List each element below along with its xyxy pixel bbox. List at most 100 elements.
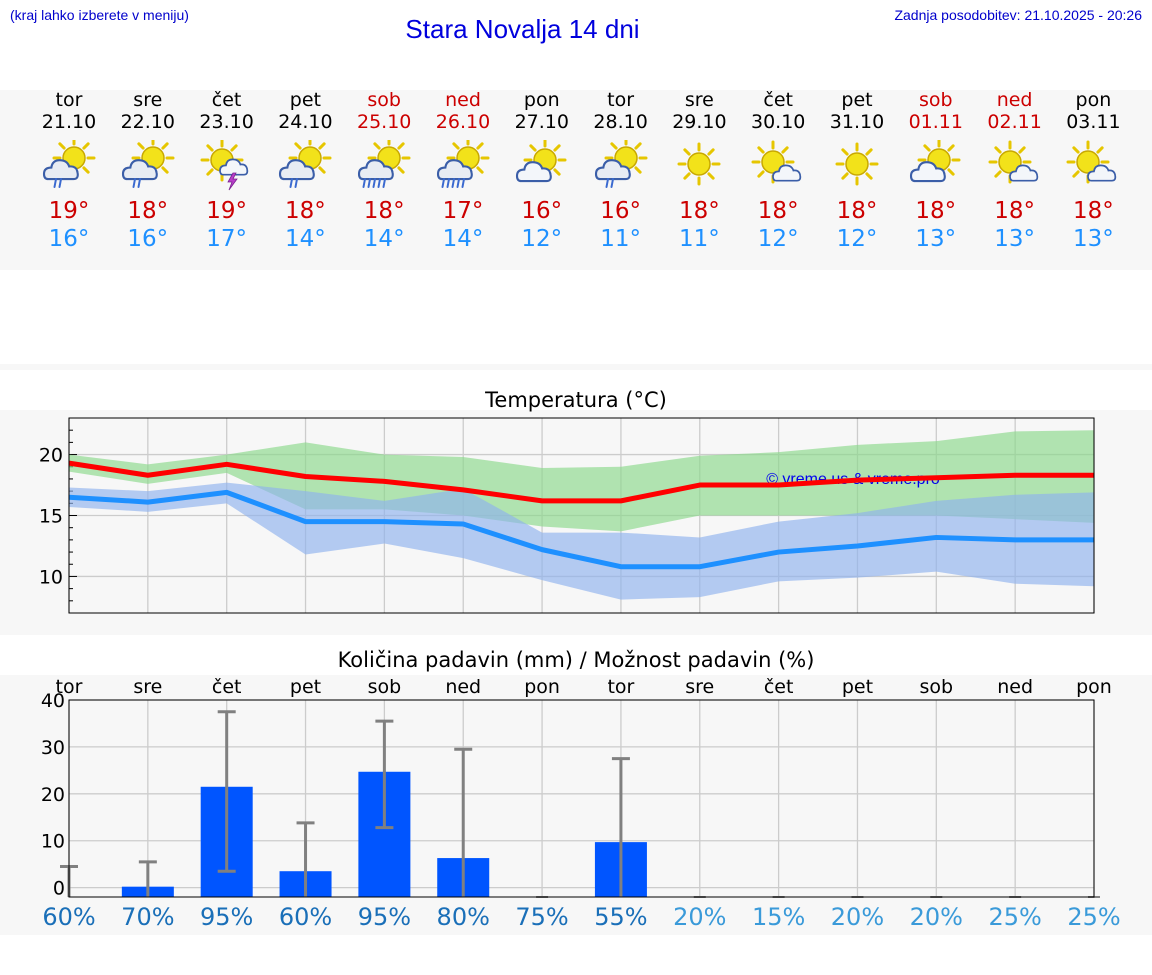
cloud-shape (42, 159, 79, 181)
page-title: Stara Novalja 14 dni (405, 14, 640, 44)
precipitation-probability: 20% (909, 903, 963, 931)
day-date: 26.10 (435, 111, 491, 133)
temperature-chart-title: Temperatura (°C) (485, 388, 667, 412)
day-header: sre 22.10 (113, 89, 183, 133)
precipitation-probability: 95% (357, 903, 412, 931)
rain-drop (53, 178, 57, 188)
precipitation-band (0, 675, 1152, 935)
day-header: pon 27.10 (507, 89, 577, 133)
sun-ray (318, 166, 327, 174)
day-header: tor 21.10 (34, 89, 104, 133)
precipitation-probability: 25% (988, 903, 1042, 931)
sun-cloud-icon (515, 140, 567, 183)
sun-ray (373, 142, 381, 150)
min-temperature: 13° (915, 226, 957, 252)
rain-drop (58, 178, 62, 188)
rain-drop (446, 178, 450, 188)
day-header: pon 03.11 (1058, 89, 1128, 133)
sun-ray (633, 166, 642, 174)
precipitation-probability: 55% (594, 903, 648, 931)
sun-cloud-heavy-rain-icon (436, 140, 490, 188)
max-temperature: 18° (757, 198, 799, 224)
cloud-shape (772, 164, 802, 182)
cloud-shape (515, 161, 552, 183)
precipitation-probability: 25% (1067, 903, 1121, 931)
sun-cloud-rain-icon (42, 140, 96, 188)
max-temperature: 16° (600, 198, 641, 224)
day-of-week: čet (763, 89, 793, 111)
sun-ray (923, 144, 931, 152)
day-date: 23.10 (199, 111, 254, 133)
max-temperature: 18° (127, 198, 169, 224)
day-of-week: ned (996, 89, 1033, 111)
cloud-shape (594, 159, 631, 181)
sun-ray (865, 172, 873, 180)
day-of-week: sob (919, 89, 953, 111)
day-date: 29.10 (672, 111, 727, 133)
forecast-band (0, 90, 1152, 270)
cloud-shape (218, 158, 248, 176)
rain-drop (289, 178, 294, 188)
sun-cloud-icon (909, 140, 961, 183)
sun-ray (58, 142, 66, 150)
sun-ray (205, 144, 214, 152)
lightning-bolt (226, 172, 238, 191)
sun-thunder-icon (200, 140, 248, 191)
day-date: 02.11 (987, 111, 1042, 133)
precipitation-probability: 15% (751, 903, 806, 931)
rain-drop (294, 178, 299, 188)
sun-ray (529, 144, 537, 152)
max-temperature: 17° (442, 198, 484, 224)
day-of-week: tor (607, 89, 635, 111)
rain-drop (367, 178, 372, 188)
sun-ray (1072, 170, 1080, 178)
sun-ray (553, 168, 561, 176)
day-date: 31.10 (829, 111, 885, 133)
rain-drop (382, 178, 387, 188)
max-temperature: 18° (285, 198, 326, 224)
sun-ray (476, 166, 484, 174)
sun-ray (1072, 146, 1080, 154)
location-hint: (kraj lahko izberete v meniju) (10, 7, 189, 23)
rain-drop (605, 178, 609, 188)
rain-drop (132, 178, 136, 188)
day-of-week: tor (55, 89, 83, 111)
day-header: pet 24.10 (270, 89, 340, 133)
sun-ray (841, 148, 849, 156)
sun-ray (161, 166, 169, 174)
cloud-shape (1087, 164, 1117, 182)
day-date: 25.10 (356, 111, 412, 133)
cloud-shape (1008, 164, 1038, 182)
precipitation-probability: 80% (436, 903, 490, 931)
sun-ray (841, 172, 849, 180)
sun-ray (553, 144, 561, 152)
sun-ray (993, 170, 1002, 178)
sun-cloud-rain-icon (594, 140, 648, 188)
sun-ray (947, 168, 955, 176)
day-of-week: pon (1075, 89, 1112, 111)
day-of-week: pet (841, 89, 873, 111)
day-date: 30.10 (750, 111, 806, 133)
sun-ray (757, 170, 765, 178)
max-temperature: 19° (206, 198, 247, 224)
day-date: 24.10 (278, 111, 333, 133)
day-of-week: ned (445, 89, 481, 111)
sun-ray (757, 146, 765, 154)
rain-drop (451, 178, 455, 188)
sun-ray (865, 148, 873, 156)
sun-disc (845, 152, 869, 176)
day-of-week: čet (211, 89, 242, 111)
day-of-week: sre (133, 89, 163, 111)
day-of-week: pet (289, 89, 321, 111)
sun-ray (476, 142, 484, 150)
min-temperature: 13° (1073, 226, 1114, 252)
sun-cloud-rain-icon (121, 140, 175, 188)
rain-drop (377, 178, 382, 188)
day-date: 22.10 (120, 111, 175, 133)
rain-drop (461, 178, 465, 188)
min-temperature: 14° (363, 226, 405, 252)
sun-ray (683, 172, 691, 180)
temperature-band (0, 410, 1152, 635)
separator-band (0, 364, 1152, 370)
max-temperature: 19° (48, 198, 90, 224)
